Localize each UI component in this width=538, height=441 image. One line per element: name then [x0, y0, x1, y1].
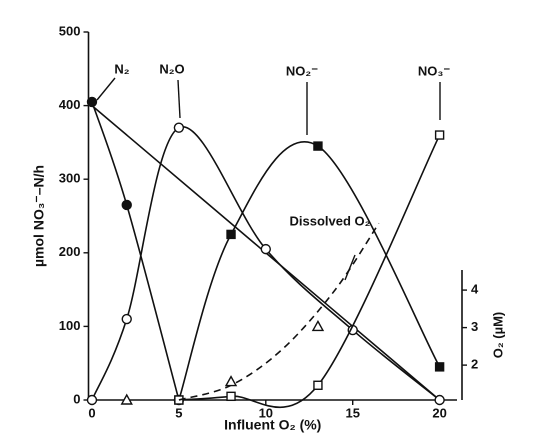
- arrow: [344, 254, 356, 281]
- y-tick-label: 0: [73, 391, 80, 406]
- marker: [226, 229, 236, 240]
- x-tick-label: 0: [88, 405, 95, 420]
- marker: [120, 393, 133, 405]
- marker: [260, 243, 271, 255]
- x-tick-label: 10: [259, 405, 273, 420]
- series-line: [178, 141, 441, 401]
- series-line: [91, 126, 441, 401]
- marker: [226, 391, 236, 402]
- x-axis-label: Influent O₂ (%): [224, 417, 321, 433]
- marker: [434, 130, 445, 140]
- y-tick-label: 300: [59, 171, 81, 186]
- annotation: NO₂⁻: [286, 63, 318, 78]
- marker: [434, 362, 445, 372]
- y-tick-label: 400: [59, 97, 81, 112]
- marker: [434, 394, 445, 406]
- y2-tick-label: 2: [471, 357, 478, 372]
- marker: [121, 313, 132, 325]
- annotation: Dissolved O₂: [290, 213, 371, 228]
- series-line: [178, 134, 441, 409]
- axis: [87, 32, 457, 401]
- marker: [313, 141, 323, 151]
- arrow: [177, 79, 181, 119]
- y2-tick-label: 3: [471, 319, 478, 334]
- arrow: [96, 77, 116, 101]
- marker: [313, 380, 323, 390]
- x-tick-label: 15: [345, 405, 359, 420]
- y-tick-label: 500: [59, 23, 81, 38]
- annotation: NO₃⁻: [418, 63, 451, 78]
- y-axis-label: µmol NO₃⁻–N/h: [31, 165, 47, 267]
- x-tick-label: 20: [432, 405, 446, 420]
- marker: [121, 199, 132, 211]
- y2-tick-label: 4: [471, 282, 479, 297]
- marker: [86, 96, 98, 108]
- marker: [224, 375, 238, 387]
- series-line: [178, 222, 380, 401]
- annotation: N₂: [114, 61, 129, 76]
- y-tick-label: 100: [59, 318, 81, 333]
- marker: [86, 394, 98, 406]
- marker: [311, 319, 325, 332]
- y-tick-label: 200: [59, 244, 81, 259]
- y2-axis-label: O₂ (µM): [490, 312, 505, 358]
- x-tick-label: 5: [175, 405, 182, 420]
- marker: [173, 122, 185, 133]
- series-line: [91, 101, 180, 401]
- annotation: N₂O: [159, 61, 184, 76]
